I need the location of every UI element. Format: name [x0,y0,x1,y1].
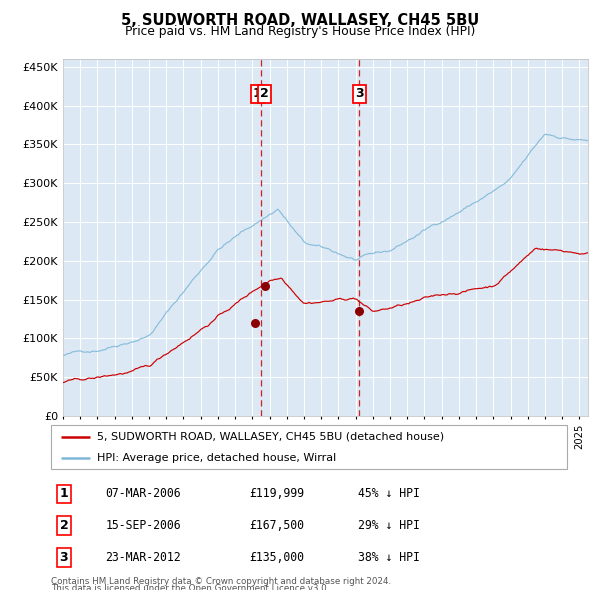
Text: 07-MAR-2006: 07-MAR-2006 [105,487,181,500]
Text: 23-MAR-2012: 23-MAR-2012 [105,551,181,564]
Text: 1: 1 [59,487,68,500]
Text: 5, SUDWORTH ROAD, WALLASEY, CH45 5BU: 5, SUDWORTH ROAD, WALLASEY, CH45 5BU [121,13,479,28]
Text: £135,000: £135,000 [250,551,305,564]
Text: 5, SUDWORTH ROAD, WALLASEY, CH45 5BU (detached house): 5, SUDWORTH ROAD, WALLASEY, CH45 5BU (de… [97,432,445,442]
Text: £119,999: £119,999 [250,487,305,500]
Text: 3: 3 [355,87,364,100]
Text: Price paid vs. HM Land Registry's House Price Index (HPI): Price paid vs. HM Land Registry's House … [125,25,475,38]
Text: 3: 3 [59,551,68,564]
Text: Contains HM Land Registry data © Crown copyright and database right 2024.: Contains HM Land Registry data © Crown c… [51,577,391,586]
Text: 29% ↓ HPI: 29% ↓ HPI [358,519,420,532]
Text: 38% ↓ HPI: 38% ↓ HPI [358,551,420,564]
Text: 1: 1 [253,87,262,100]
Text: £167,500: £167,500 [250,519,305,532]
Text: 45% ↓ HPI: 45% ↓ HPI [358,487,420,500]
FancyBboxPatch shape [51,425,567,469]
Text: HPI: Average price, detached house, Wirral: HPI: Average price, detached house, Wirr… [97,453,337,463]
Text: 2: 2 [260,87,269,100]
Text: 15-SEP-2006: 15-SEP-2006 [105,519,181,532]
Text: 2: 2 [59,519,68,532]
Text: This data is licensed under the Open Government Licence v3.0.: This data is licensed under the Open Gov… [51,584,329,590]
